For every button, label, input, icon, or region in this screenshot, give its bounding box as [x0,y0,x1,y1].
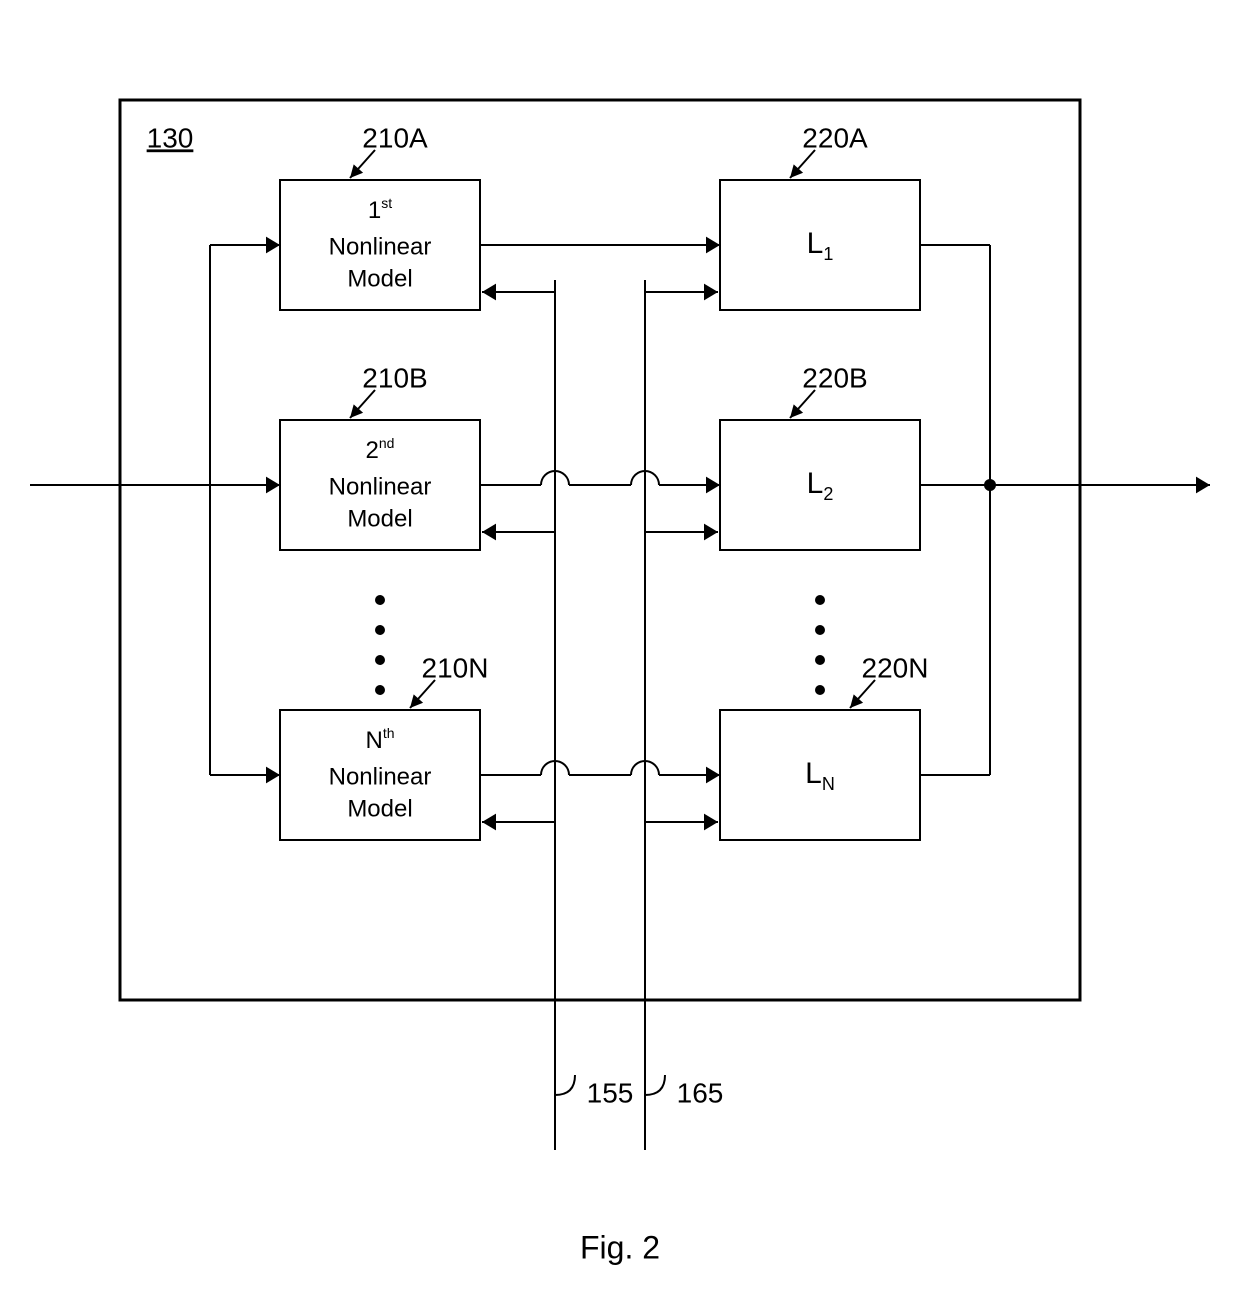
ellipsis-dot [375,655,385,665]
ref-label: 210B [362,362,427,393]
block-text: Nonlinear [329,233,432,260]
block-text: Nonlinear [329,473,432,500]
l-block-label: L1 [807,227,834,264]
block-title: Nth [365,725,394,755]
ref-label: 210A [362,122,428,153]
block-title: 1st [368,195,392,225]
ellipsis-dot [815,595,825,605]
ref-label: 220A [802,122,868,153]
ellipsis-dot [815,655,825,665]
ellipsis-dot [375,625,385,635]
ellipsis-dot [375,595,385,605]
block-title: 2nd [366,435,395,465]
ellipsis-dot [375,685,385,695]
l-block-label: L2 [807,467,834,504]
l-block-label: LN [805,757,835,794]
ref-label: 220B [802,362,867,393]
container-id-label: 130 [147,122,194,153]
ref-label: 220N [862,652,929,683]
figure-caption: Fig. 2 [580,1229,660,1265]
container-box [120,100,1080,1000]
block-text: Nonlinear [329,763,432,790]
ellipsis-dot [815,685,825,695]
ellipsis-dot [815,625,825,635]
ref-label: 210N [422,652,489,683]
block-text: Model [347,505,412,532]
block-text: Model [347,265,412,292]
signal-label-155: 155 [587,1077,634,1108]
block-text: Model [347,795,412,822]
signal-label-165: 165 [677,1077,724,1108]
